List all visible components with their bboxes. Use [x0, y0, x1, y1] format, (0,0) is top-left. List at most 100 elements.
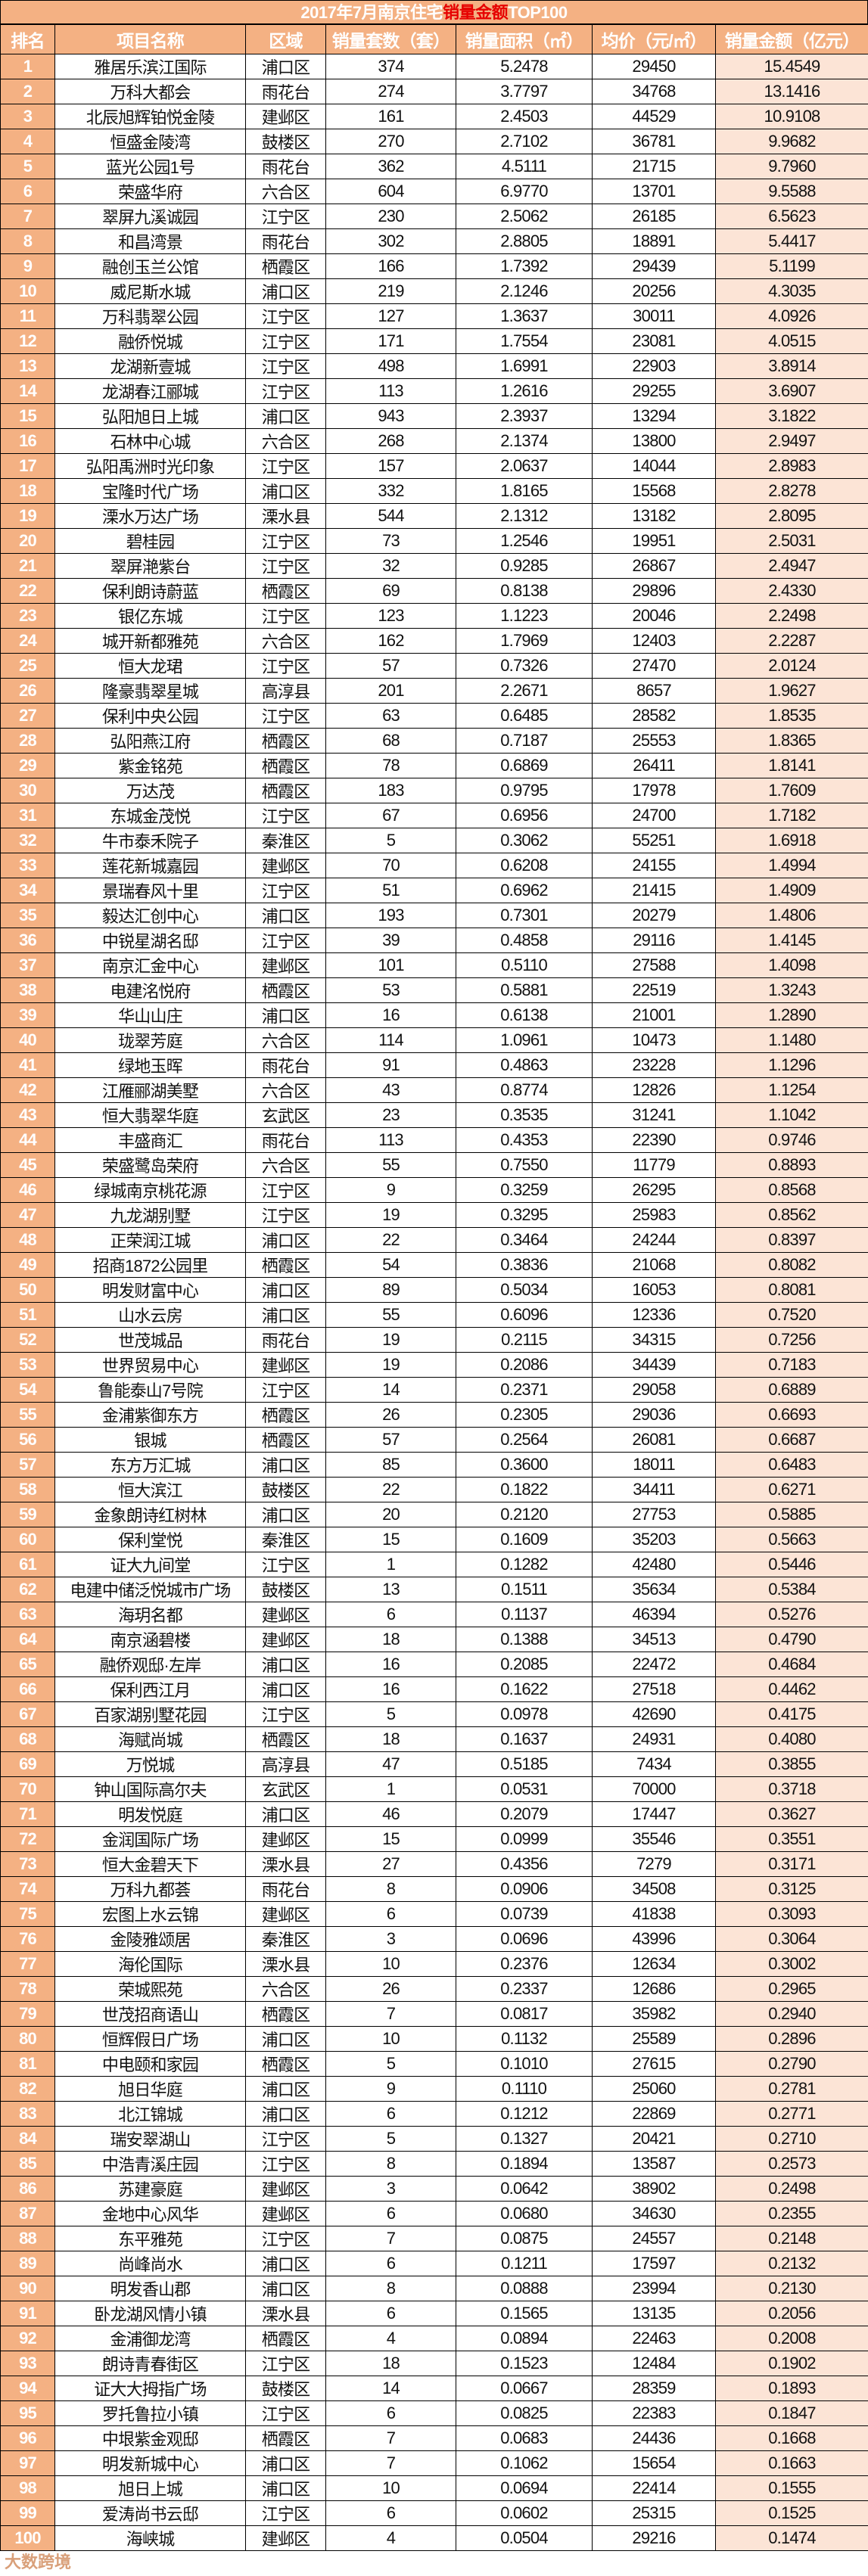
project-name-cell: 弘阳燕江府 — [55, 729, 246, 754]
area-cell: 0.3535 — [456, 1103, 593, 1128]
units-cell: 302 — [326, 229, 456, 254]
project-name-cell: 金浦御龙湾 — [55, 2326, 246, 2351]
district-cell: 鼓楼区 — [246, 1478, 326, 1502]
project-name-cell: 保利西江月 — [55, 1677, 246, 1702]
avg-price-cell: 44529 — [593, 104, 716, 129]
units-cell: 6 — [326, 1602, 456, 1627]
project-name-cell: 绿城南京桃花源 — [55, 1178, 246, 1203]
rank-cell: 13 — [1, 354, 55, 379]
area-cell: 0.6962 — [456, 878, 593, 903]
district-cell: 鼓楼区 — [246, 1577, 326, 1602]
area-cell: 2.1246 — [456, 279, 593, 304]
avg-price-cell: 29450 — [593, 54, 716, 79]
area-cell: 0.5881 — [456, 978, 593, 1003]
rank-cell: 99 — [1, 2501, 55, 2526]
area-cell: 0.1327 — [456, 2127, 593, 2152]
amount-cell: 0.4790 — [716, 1627, 868, 1652]
avg-price-cell: 18891 — [593, 229, 716, 254]
district-cell: 玄武区 — [246, 1777, 326, 1802]
units-cell: 161 — [326, 104, 456, 129]
avg-price-cell: 35982 — [593, 2002, 716, 2027]
rank-cell: 30 — [1, 778, 55, 803]
area-cell: 0.3295 — [456, 1203, 593, 1228]
amount-cell: 0.2498 — [716, 2177, 868, 2202]
area-cell: 6.9770 — [456, 179, 593, 204]
district-cell: 江宁区 — [246, 604, 326, 629]
amount-cell: 1.1254 — [716, 1078, 868, 1103]
units-cell: 89 — [326, 1278, 456, 1303]
district-cell: 雨花台 — [246, 1053, 326, 1078]
district-cell: 浦口区 — [246, 54, 326, 79]
project-name-cell: 海玥名都 — [55, 1602, 246, 1627]
units-cell: 16 — [326, 1677, 456, 1702]
units-cell: 6 — [326, 1902, 456, 1927]
units-cell: 53 — [326, 978, 456, 1003]
rank-cell: 40 — [1, 1028, 55, 1053]
avg-price-cell: 22519 — [593, 978, 716, 1003]
project-name-cell: 宝隆时代广场 — [55, 479, 246, 504]
avg-price-cell: 29116 — [593, 928, 716, 953]
rank-cell: 5 — [1, 154, 55, 179]
district-cell: 江宁区 — [246, 204, 326, 229]
avg-price-cell: 10473 — [593, 1028, 716, 1053]
area-cell: 0.1565 — [456, 2301, 593, 2326]
units-cell: 73 — [326, 529, 456, 554]
area-cell: 0.2085 — [456, 1652, 593, 1677]
project-name-cell: 明发新城中心 — [55, 2451, 246, 2476]
district-cell: 江宁区 — [246, 1702, 326, 1727]
project-name-cell: 金陵雅颂居 — [55, 1927, 246, 1952]
rank-cell: 55 — [1, 1403, 55, 1428]
avg-price-cell: 34513 — [593, 1627, 716, 1652]
rank-cell: 97 — [1, 2451, 55, 2476]
rank-cell: 92 — [1, 2326, 55, 2351]
avg-price-cell: 7434 — [593, 1752, 716, 1777]
rank-cell: 19 — [1, 504, 55, 529]
rank-cell: 21 — [1, 554, 55, 579]
units-cell: 15 — [326, 1827, 456, 1852]
area-cell: 0.0602 — [456, 2501, 593, 2526]
units-cell: 183 — [326, 778, 456, 803]
avg-price-cell: 24557 — [593, 2226, 716, 2251]
units-cell: 16 — [326, 1003, 456, 1028]
rank-cell: 34 — [1, 878, 55, 903]
amount-cell: 0.3125 — [716, 1877, 868, 1902]
watermark-strip: 大数跨境 — [0, 2551, 868, 2574]
amount-cell: 0.2710 — [716, 2127, 868, 2152]
rank-cell: 29 — [1, 754, 55, 778]
amount-cell: 1.4909 — [716, 878, 868, 903]
units-cell: 63 — [326, 704, 456, 729]
area-cell: 0.0906 — [456, 1877, 593, 1902]
district-cell: 栖霞区 — [246, 2002, 326, 2027]
units-cell: 26 — [326, 1977, 456, 2002]
units-cell: 6 — [326, 2501, 456, 2526]
amount-cell: 0.1893 — [716, 2376, 868, 2401]
avg-price-cell: 23228 — [593, 1053, 716, 1078]
units-cell: 18 — [326, 2351, 456, 2376]
amount-cell: 0.2896 — [716, 2027, 868, 2052]
project-name-cell: 威尼斯水城 — [55, 279, 246, 304]
district-cell: 秦淮区 — [246, 1927, 326, 1952]
project-name-cell: 九龙湖别墅 — [55, 1203, 246, 1228]
amount-cell: 0.7256 — [716, 1328, 868, 1353]
amount-cell: 0.3855 — [716, 1752, 868, 1777]
units-cell: 57 — [326, 654, 456, 679]
header-row: 排名 项目名称 区域 销量套数（套） 销量面积（㎡） 均价（元/㎡） 销量金额（… — [1, 25, 868, 54]
district-cell: 江宁区 — [246, 704, 326, 729]
district-cell: 建邺区 — [246, 853, 326, 878]
project-name-cell: 鲁能泰山7号院 — [55, 1378, 246, 1403]
rank-cell: 100 — [1, 2526, 55, 2551]
units-cell: 5 — [326, 828, 456, 853]
